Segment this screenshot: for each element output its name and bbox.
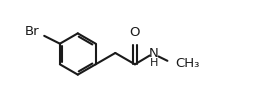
Text: Br: Br	[25, 25, 40, 38]
Text: O: O	[130, 26, 140, 39]
Text: CH₃: CH₃	[175, 57, 200, 70]
Text: N: N	[149, 47, 159, 60]
Text: H: H	[150, 58, 158, 68]
